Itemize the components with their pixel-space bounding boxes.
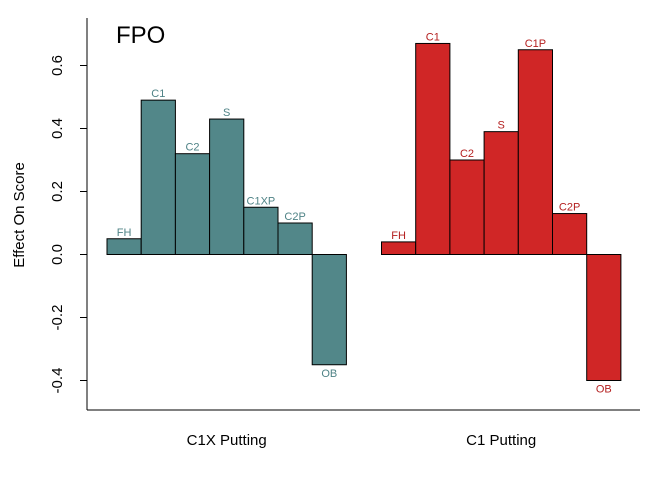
bar xyxy=(106,238,142,255)
y-axis-title: Effect On Score xyxy=(11,162,28,268)
bar-group-1: FH C1 C2 S C1XP C2P OB C1X Putting xyxy=(106,88,347,449)
bar xyxy=(449,159,485,255)
bar-label: FH xyxy=(391,230,406,242)
bar xyxy=(277,222,313,255)
axes: -0.4 -0.2 0.0 0.2 0.4 0.6 Effect On Score xyxy=(11,18,640,411)
bar xyxy=(483,131,519,255)
bar-label: S xyxy=(223,107,230,119)
bars: FH C1 C2 S C1XP C2P OB C1X Putting FH C1 C2 S C1P C2P… xyxy=(106,31,622,449)
y-tick-label: 0.6 xyxy=(49,55,66,76)
bar xyxy=(415,42,451,256)
bar-label: FH xyxy=(117,227,132,239)
bar xyxy=(552,213,588,256)
bar-label: OB xyxy=(321,368,337,380)
bar-label: C1 xyxy=(151,88,165,100)
bar xyxy=(174,153,211,255)
y-tick-label: -0.4 xyxy=(49,368,66,394)
bar-label: OB xyxy=(596,384,612,396)
bar xyxy=(517,49,553,255)
y-tick-label: -0.2 xyxy=(49,305,66,331)
y-tick-label: 0.0 xyxy=(49,244,66,265)
bar-label: C2P xyxy=(284,211,305,223)
y-tick-label: 0.4 xyxy=(49,118,66,139)
bar xyxy=(209,118,245,255)
chart-title: FPO xyxy=(116,22,165,49)
bar-label: S xyxy=(498,120,505,132)
bar xyxy=(586,254,622,381)
bar-label: C2 xyxy=(185,142,199,154)
y-tick-label: 0.2 xyxy=(49,181,66,202)
bar xyxy=(243,206,279,255)
bar-label: C2 xyxy=(460,148,474,160)
bar xyxy=(311,254,347,366)
bar xyxy=(381,241,417,255)
group-label: C1 Putting xyxy=(466,432,536,449)
bar xyxy=(140,99,176,256)
bar-label: C2P xyxy=(559,202,580,214)
bar-label: C1XP xyxy=(247,195,276,207)
bar-label: C1P xyxy=(525,38,546,50)
bar-group-2: FH C1 C2 S C1P C2P OB C1 Putting xyxy=(381,31,622,449)
bar-label: C1 xyxy=(426,31,440,43)
group-label: C1X Putting xyxy=(187,432,267,449)
